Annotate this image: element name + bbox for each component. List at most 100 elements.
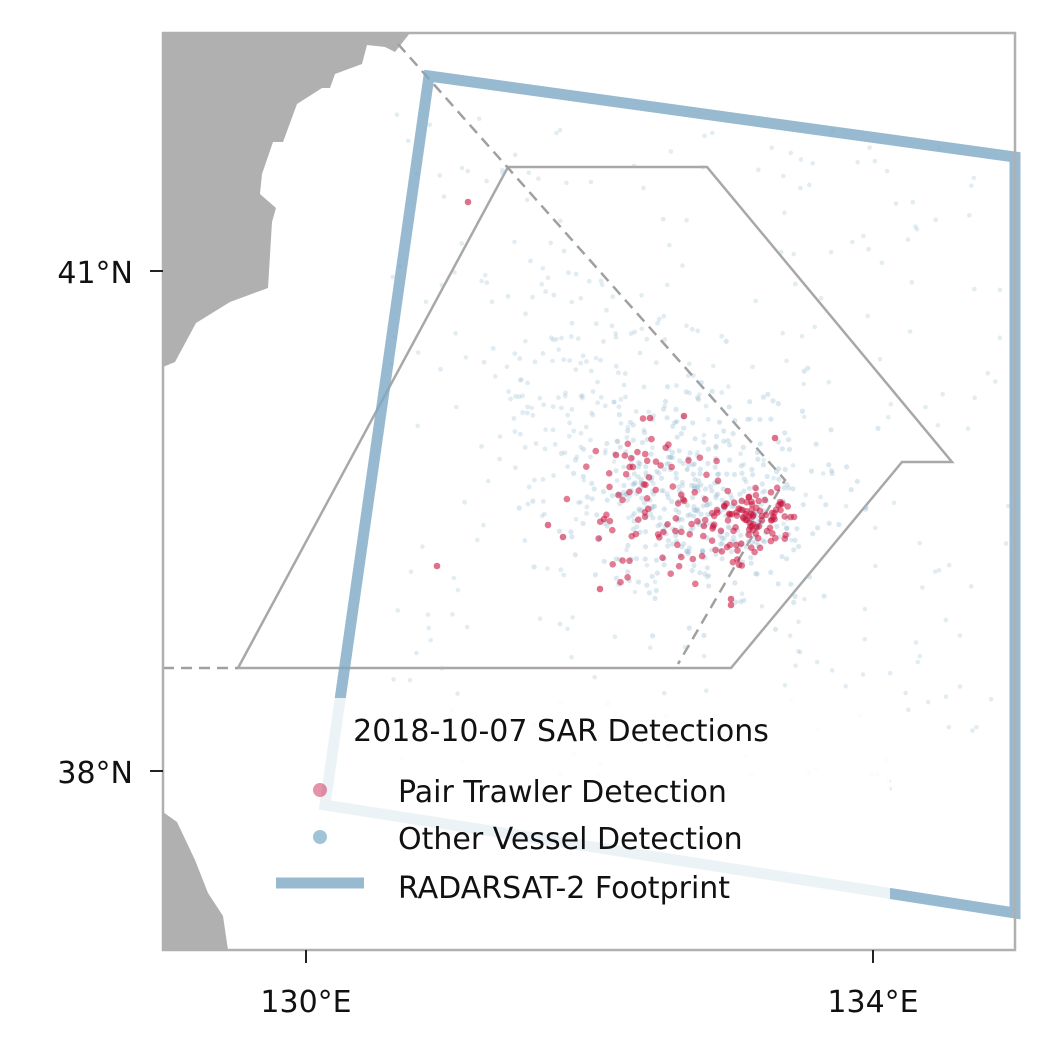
other-vessel-point — [721, 428, 727, 434]
other-vessel-point — [463, 355, 469, 360]
pair-trawler-point — [770, 513, 777, 521]
other-vessel-point — [887, 670, 893, 676]
pair-trawler-point — [627, 454, 635, 462]
other-vessel-point — [704, 502, 710, 508]
other-vessel-point — [794, 526, 800, 532]
other-vessel-point — [682, 644, 688, 650]
other-vessel-point — [633, 556, 640, 562]
other-vessel-point — [613, 331, 619, 336]
pair-trawler-point — [659, 554, 666, 561]
other-vessel-point — [551, 473, 556, 478]
other-vessel-point — [748, 416, 753, 422]
other-vessel-point — [569, 407, 575, 412]
other-vessel-legend-label: Other Vessel Detection — [398, 822, 743, 857]
other-vessel-point — [906, 707, 911, 713]
other-vessel-point — [657, 515, 663, 521]
pair-trawler-point — [713, 457, 720, 465]
other-vessel-point — [455, 587, 461, 593]
other-vessel-point — [903, 690, 908, 696]
other-vessel-point — [674, 383, 679, 388]
other-vessel-point — [584, 494, 590, 500]
pair-trawler-point — [668, 463, 675, 471]
other-vessel-point — [578, 430, 584, 436]
other-vessel-point — [905, 237, 911, 242]
other-vessel-point — [609, 493, 615, 499]
other-vessel-point — [655, 523, 661, 529]
other-vessel-point — [703, 688, 709, 693]
pair-trawler-point — [720, 502, 728, 510]
pair-trawler-point — [606, 483, 613, 491]
other-vessel-point — [567, 420, 572, 426]
other-vessel-point — [629, 513, 635, 519]
other-vessel-point — [557, 127, 563, 133]
other-vessel-point — [860, 672, 866, 677]
other-vessel-point — [812, 324, 817, 330]
other-vessel-point — [580, 446, 587, 452]
other-vessel-point — [698, 380, 704, 386]
other-vessel-point — [884, 168, 890, 174]
other-vessel-point — [543, 289, 548, 294]
other-vessel-point — [665, 494, 672, 501]
other-vessel-point — [707, 484, 714, 490]
pair-trawler-point — [700, 522, 708, 530]
other-vessel-point — [556, 395, 561, 400]
other-vessel-point — [420, 544, 425, 549]
other-vessel-point — [732, 417, 738, 424]
other-vessel-point — [810, 531, 816, 537]
pair-trawler-point — [612, 451, 620, 459]
other-vessel-point — [755, 456, 761, 462]
pair-trawler-point — [694, 518, 701, 525]
other-vessel-point — [484, 280, 490, 286]
other-vessel-point — [695, 484, 701, 491]
pair-trawler-point — [732, 541, 740, 549]
other-vessel-point — [697, 392, 702, 397]
pair-trawler-point — [747, 523, 754, 530]
other-vessel-point — [438, 366, 443, 372]
other-vessel-point — [637, 350, 643, 356]
other-vessel-point — [481, 359, 487, 365]
other-vessel-point — [562, 450, 568, 456]
other-vessel-point — [630, 526, 636, 532]
other-vessel-point — [454, 404, 459, 410]
other-vessel-point — [673, 475, 680, 481]
pair-trawler-point — [678, 528, 685, 536]
pair-trawler-point — [645, 505, 652, 513]
other-vessel-point — [525, 501, 531, 507]
other-vessel-point — [674, 419, 680, 424]
other-vessel-point — [500, 170, 505, 176]
other-vessel-point — [576, 336, 581, 341]
other-vessel-point — [785, 437, 792, 443]
other-vessel-point — [556, 528, 563, 534]
pair-trawler-point — [691, 489, 698, 496]
other-vessel-point — [598, 394, 604, 400]
pair-trawler-point — [615, 491, 622, 499]
other-vessel-point — [784, 525, 790, 531]
other-vessel-point — [652, 579, 658, 585]
other-vessel-point — [644, 336, 650, 342]
other-vessel-point — [872, 525, 878, 531]
pair-trawler-point — [622, 470, 630, 478]
other-vessel-point — [426, 625, 432, 631]
other-vessel-point — [625, 569, 631, 575]
other-vessel-point — [641, 384, 647, 390]
other-vessel-point — [614, 438, 620, 444]
other-vessel-point — [792, 537, 798, 543]
other-vessel-point — [683, 389, 689, 395]
other-vessel-point — [792, 281, 798, 287]
other-vessel-point — [786, 446, 793, 452]
pair-trawler-point — [643, 495, 651, 502]
other-vessel-point — [571, 470, 577, 476]
pair-trawler-point — [749, 511, 757, 519]
other-vessel-point — [753, 298, 758, 304]
other-vessel-point — [788, 150, 794, 156]
pair-trawler-point — [698, 552, 706, 560]
other-vessel-point — [970, 728, 975, 733]
pair-trawler-point — [700, 532, 707, 540]
other-vessel-point — [504, 364, 510, 370]
pair-trawler-point — [674, 500, 682, 507]
other-vessel-point — [505, 293, 511, 299]
other-vessel-point — [818, 295, 824, 301]
other-vessel-point — [760, 538, 766, 544]
other-vessel-point — [798, 157, 804, 162]
